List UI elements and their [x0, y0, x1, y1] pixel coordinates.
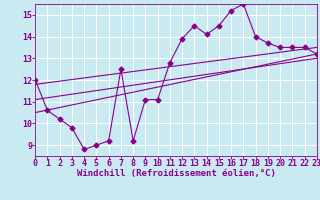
X-axis label: Windchill (Refroidissement éolien,°C): Windchill (Refroidissement éolien,°C) [76, 169, 276, 178]
